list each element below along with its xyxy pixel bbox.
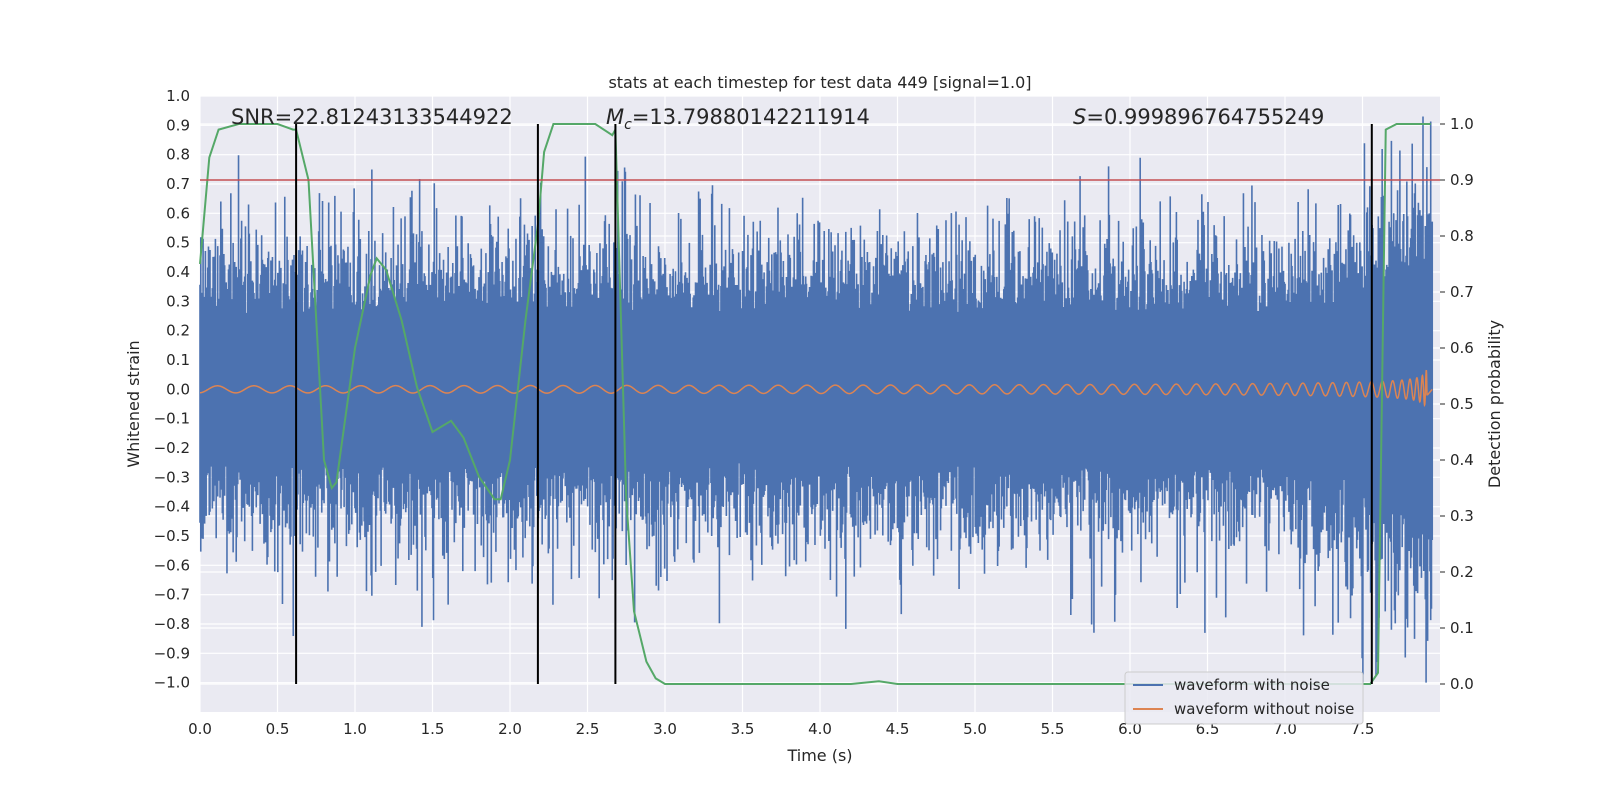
y-tick-label: −0.9 bbox=[154, 644, 190, 662]
y-tick-label: 0.4 bbox=[166, 263, 190, 281]
y2-tick-label: 0.7 bbox=[1450, 283, 1474, 301]
y2-tick-label: 0.2 bbox=[1450, 563, 1474, 581]
series-waveform-without-noise bbox=[199, 369, 1433, 408]
chirp-mass-symbol: M bbox=[606, 105, 624, 129]
y2-tick-label: 0.1 bbox=[1450, 619, 1474, 637]
legend: waveform with noise waveform without noi… bbox=[1124, 671, 1364, 725]
y2-tick-label: 0.9 bbox=[1450, 171, 1474, 189]
chart-title: stats at each timestep for test data 449… bbox=[608, 73, 1031, 92]
chirp-mass-annotation: Mc=13.79880142211914 bbox=[606, 105, 870, 133]
x-axis-label: Time (s) bbox=[786, 746, 852, 765]
score-symbol: S bbox=[1073, 105, 1086, 129]
x-tick-label: 4.0 bbox=[808, 720, 832, 738]
snr-annotation: SNR=22.81243133544922 bbox=[231, 105, 513, 129]
vertical-markers bbox=[295, 124, 1373, 684]
score-annotation: S=0.999896764755249 bbox=[1073, 105, 1324, 129]
clean-waveform-line bbox=[199, 369, 1433, 408]
score-value: =0.999896764755249 bbox=[1086, 105, 1324, 129]
y-tick-label: 0.9 bbox=[166, 116, 190, 134]
y2-axis-ticks: 1.0 0.9 0.8 0.7 0.6 0.5 0.4 0.3 0.2 0.1 0.0 bbox=[1440, 115, 1474, 693]
series-detection-probability bbox=[199, 123, 1431, 685]
y2-tick-label: 0.0 bbox=[1450, 675, 1474, 693]
y-tick-label: −0.6 bbox=[154, 556, 190, 574]
y-axis-ticks: 1.0 0.9 0.8 0.7 0.6 0.5 0.4 0.3 0.2 0.1 0.0 −0.1 −0.… bbox=[154, 87, 190, 692]
y-tick-label: −0.1 bbox=[154, 410, 190, 428]
y-tick-label: −0.4 bbox=[154, 498, 190, 516]
y-tick-label: −0.5 bbox=[154, 527, 190, 545]
y-tick-label: 0.7 bbox=[166, 175, 190, 193]
legend-label-clean: waveform without noise bbox=[1174, 700, 1354, 718]
y-tick-label: 0.3 bbox=[166, 292, 190, 310]
x-tick-label: 1.0 bbox=[343, 720, 367, 738]
x-tick-label: 3.5 bbox=[731, 720, 755, 738]
y-axis-label: Whitened strain bbox=[124, 340, 143, 467]
y2-tick-label: 1.0 bbox=[1450, 115, 1474, 133]
y-tick-label: −0.3 bbox=[154, 468, 190, 486]
y2-tick-label: 0.5 bbox=[1450, 395, 1474, 413]
y-tick-label: 0.2 bbox=[166, 322, 190, 340]
y-tick-label: 0.5 bbox=[166, 234, 190, 252]
x-tick-label: 0.5 bbox=[266, 720, 290, 738]
y-tick-label: 0.8 bbox=[166, 146, 190, 164]
x-tick-label: 5.0 bbox=[963, 720, 987, 738]
chirp-mass-value: =13.79880142211914 bbox=[632, 105, 870, 129]
x-tick-label: 1.5 bbox=[421, 720, 445, 738]
x-tick-label: 3.0 bbox=[653, 720, 677, 738]
y2-tick-label: 0.6 bbox=[1450, 339, 1474, 357]
y-tick-label: 0.1 bbox=[166, 351, 190, 369]
x-tick-label: 0.0 bbox=[188, 720, 212, 738]
y-tick-label: −0.2 bbox=[154, 439, 190, 457]
y-tick-label: −0.7 bbox=[154, 586, 190, 604]
y2-tick-label: 0.8 bbox=[1450, 227, 1474, 245]
y-tick-label: 0.0 bbox=[166, 380, 190, 398]
y2-tick-label: 0.4 bbox=[1450, 451, 1474, 469]
legend-box bbox=[1124, 671, 1364, 725]
x-tick-label: 5.5 bbox=[1041, 720, 1065, 738]
chirp-mass-subscript: c bbox=[624, 117, 632, 133]
y-tick-label: 0.6 bbox=[166, 204, 190, 222]
legend-label-noise: waveform with noise bbox=[1174, 676, 1330, 694]
x-tick-label: 2.0 bbox=[498, 720, 522, 738]
y2-tick-label: 0.3 bbox=[1450, 507, 1474, 525]
y2-axis-label: Detection probability bbox=[1485, 320, 1504, 488]
x-tick-label: 4.5 bbox=[886, 720, 910, 738]
y-tick-label: −1.0 bbox=[154, 674, 190, 692]
y-tick-label: −0.8 bbox=[154, 615, 190, 633]
y-tick-label: 1.0 bbox=[166, 87, 190, 105]
detection-probability-line bbox=[199, 123, 1431, 685]
x-tick-label: 2.5 bbox=[576, 720, 600, 738]
